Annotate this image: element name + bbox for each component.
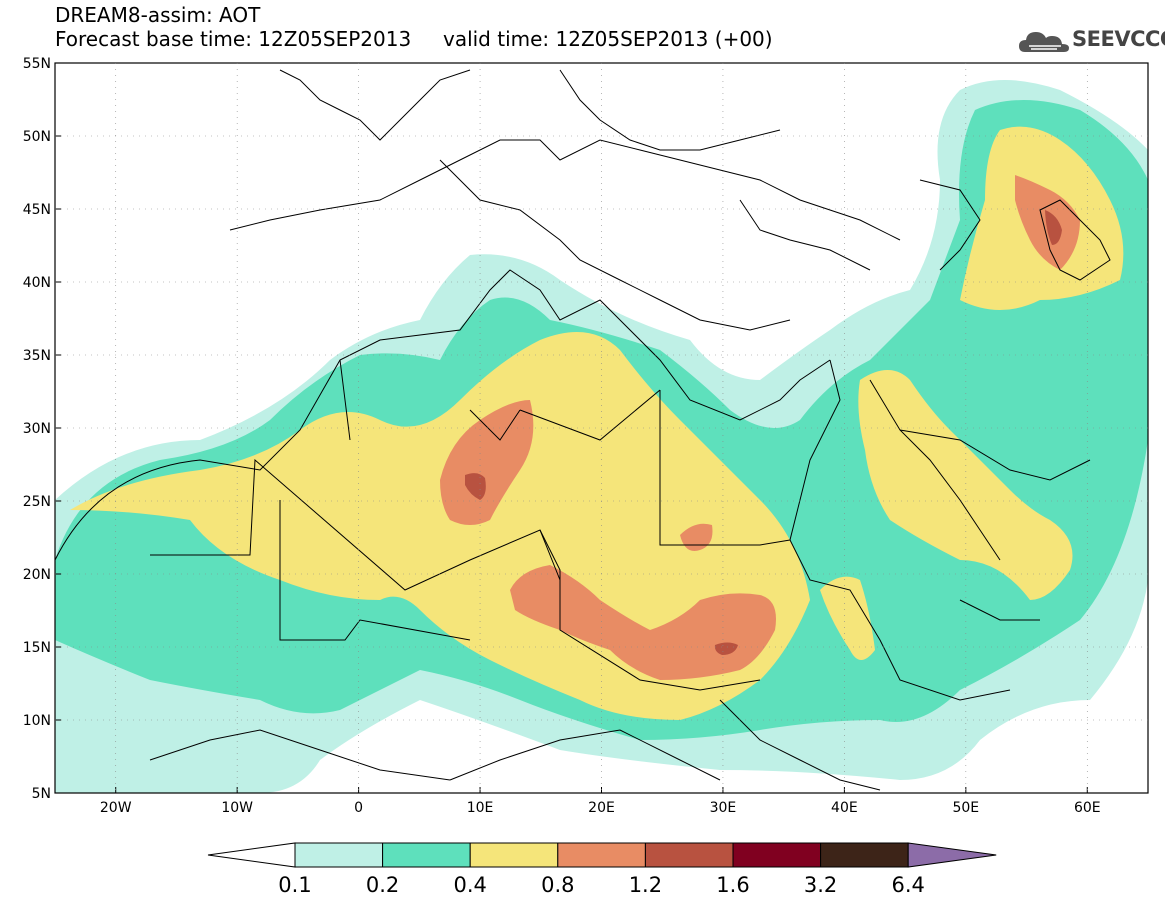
forecast-time-line: Forecast base time: 12Z05SEP2013 valid t… — [55, 27, 773, 51]
logo-text: SEEVCCC — [1072, 27, 1165, 51]
lat-tick-label: 35N — [23, 348, 51, 364]
lat-tick-label: 45N — [23, 202, 51, 218]
lat-tick-label: 25N — [23, 494, 51, 510]
colorbar-label: 0.4 — [453, 873, 486, 897]
colorbar-segment — [469, 842, 559, 868]
colorbar: 0.1 0.2 0.4 0.8 1.2 1.6 3.2 6.4 — [207, 842, 997, 897]
lon-tick-label: 10E — [467, 800, 494, 816]
lon-tick-label: 60E — [1074, 800, 1101, 816]
aot-contour-0-4 — [70, 126, 1124, 720]
colorbar-high-arrow — [907, 842, 997, 868]
longitude-axis: 20W 10W 0 10E 20E 30E 40E 50E 60E — [100, 787, 1101, 816]
colorbar-label: 0.2 — [366, 873, 399, 897]
lon-tick-label: 20E — [588, 800, 615, 816]
map-title: DREAM8-assim: AOT — [55, 3, 261, 27]
gridlines — [55, 63, 1148, 793]
lat-tick-label: 15N — [23, 640, 51, 656]
colorbar-label: 6.4 — [891, 873, 924, 897]
lon-tick-label: 0 — [354, 800, 363, 816]
colorbar-label: 3.2 — [804, 873, 837, 897]
lat-tick-label: 55N — [23, 56, 51, 72]
lat-tick-label: 20N — [23, 567, 51, 583]
colorbar-label: 0.1 — [278, 873, 311, 897]
lon-tick-label: 30E — [710, 800, 737, 816]
lon-tick-label: 20W — [100, 800, 132, 816]
colorbar-segment — [294, 842, 384, 868]
colorbar-segment — [382, 842, 471, 868]
lon-tick-label: 50E — [952, 800, 979, 816]
colorbar-low-arrow — [207, 842, 296, 868]
colorbar-label: 1.2 — [629, 873, 662, 897]
country-borders — [54, 69, 1111, 791]
lon-tick-label: 40E — [831, 800, 858, 816]
colorbar-segment — [557, 842, 646, 868]
lat-tick-label: 5N — [32, 786, 51, 802]
colorbar-label: 1.6 — [716, 873, 749, 897]
colorbar-segment — [644, 842, 734, 868]
lat-tick-label: 50N — [23, 129, 51, 145]
lon-tick-label: 10W — [221, 800, 253, 816]
lat-tick-label: 40N — [23, 275, 51, 291]
colorbar-segment — [732, 842, 822, 868]
lat-tick-label: 30N — [23, 421, 51, 437]
colorbar-segment — [820, 842, 909, 868]
latitude-axis: 55N 50N 45N 40N 35N 30N 25N 20N 15N 10N 5N — [23, 56, 61, 802]
colorbar-label: 0.8 — [541, 873, 574, 897]
lat-tick-label: 10N — [23, 713, 51, 729]
cloud-icon — [1019, 32, 1069, 52]
